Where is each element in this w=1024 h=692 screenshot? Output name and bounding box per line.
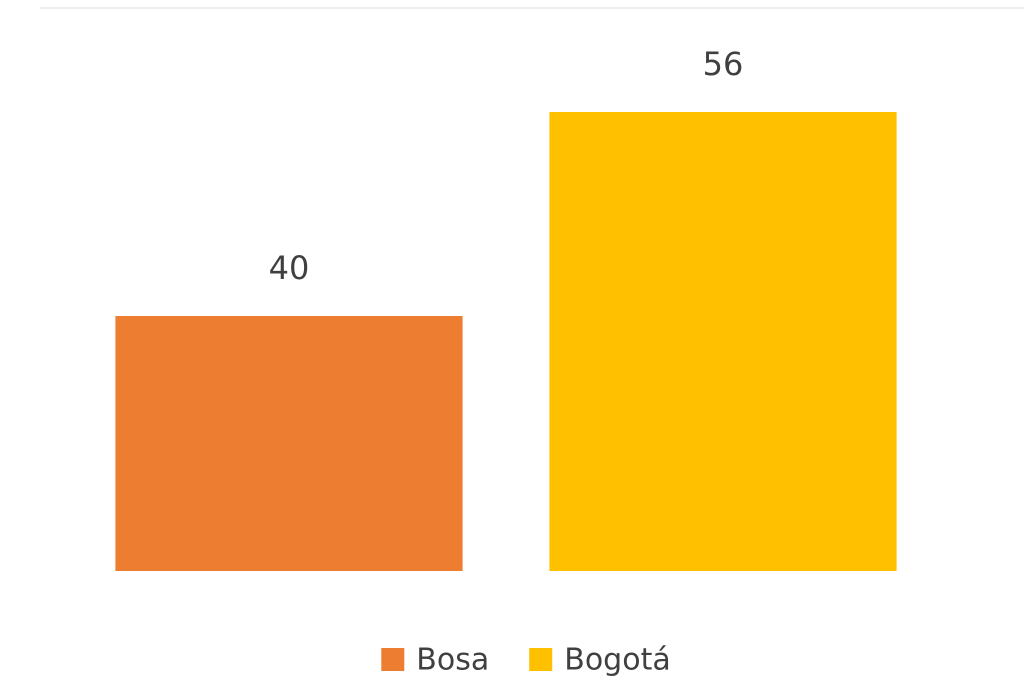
legend-swatch bbox=[529, 648, 553, 671]
legend-text: Bogotá bbox=[564, 643, 670, 678]
legend-swatch bbox=[381, 648, 405, 671]
bar bbox=[549, 112, 897, 571]
value-label: 40 bbox=[269, 249, 310, 287]
legend-text: Bosa bbox=[416, 643, 489, 678]
value-label: 56 bbox=[703, 45, 744, 83]
bar bbox=[115, 316, 463, 571]
